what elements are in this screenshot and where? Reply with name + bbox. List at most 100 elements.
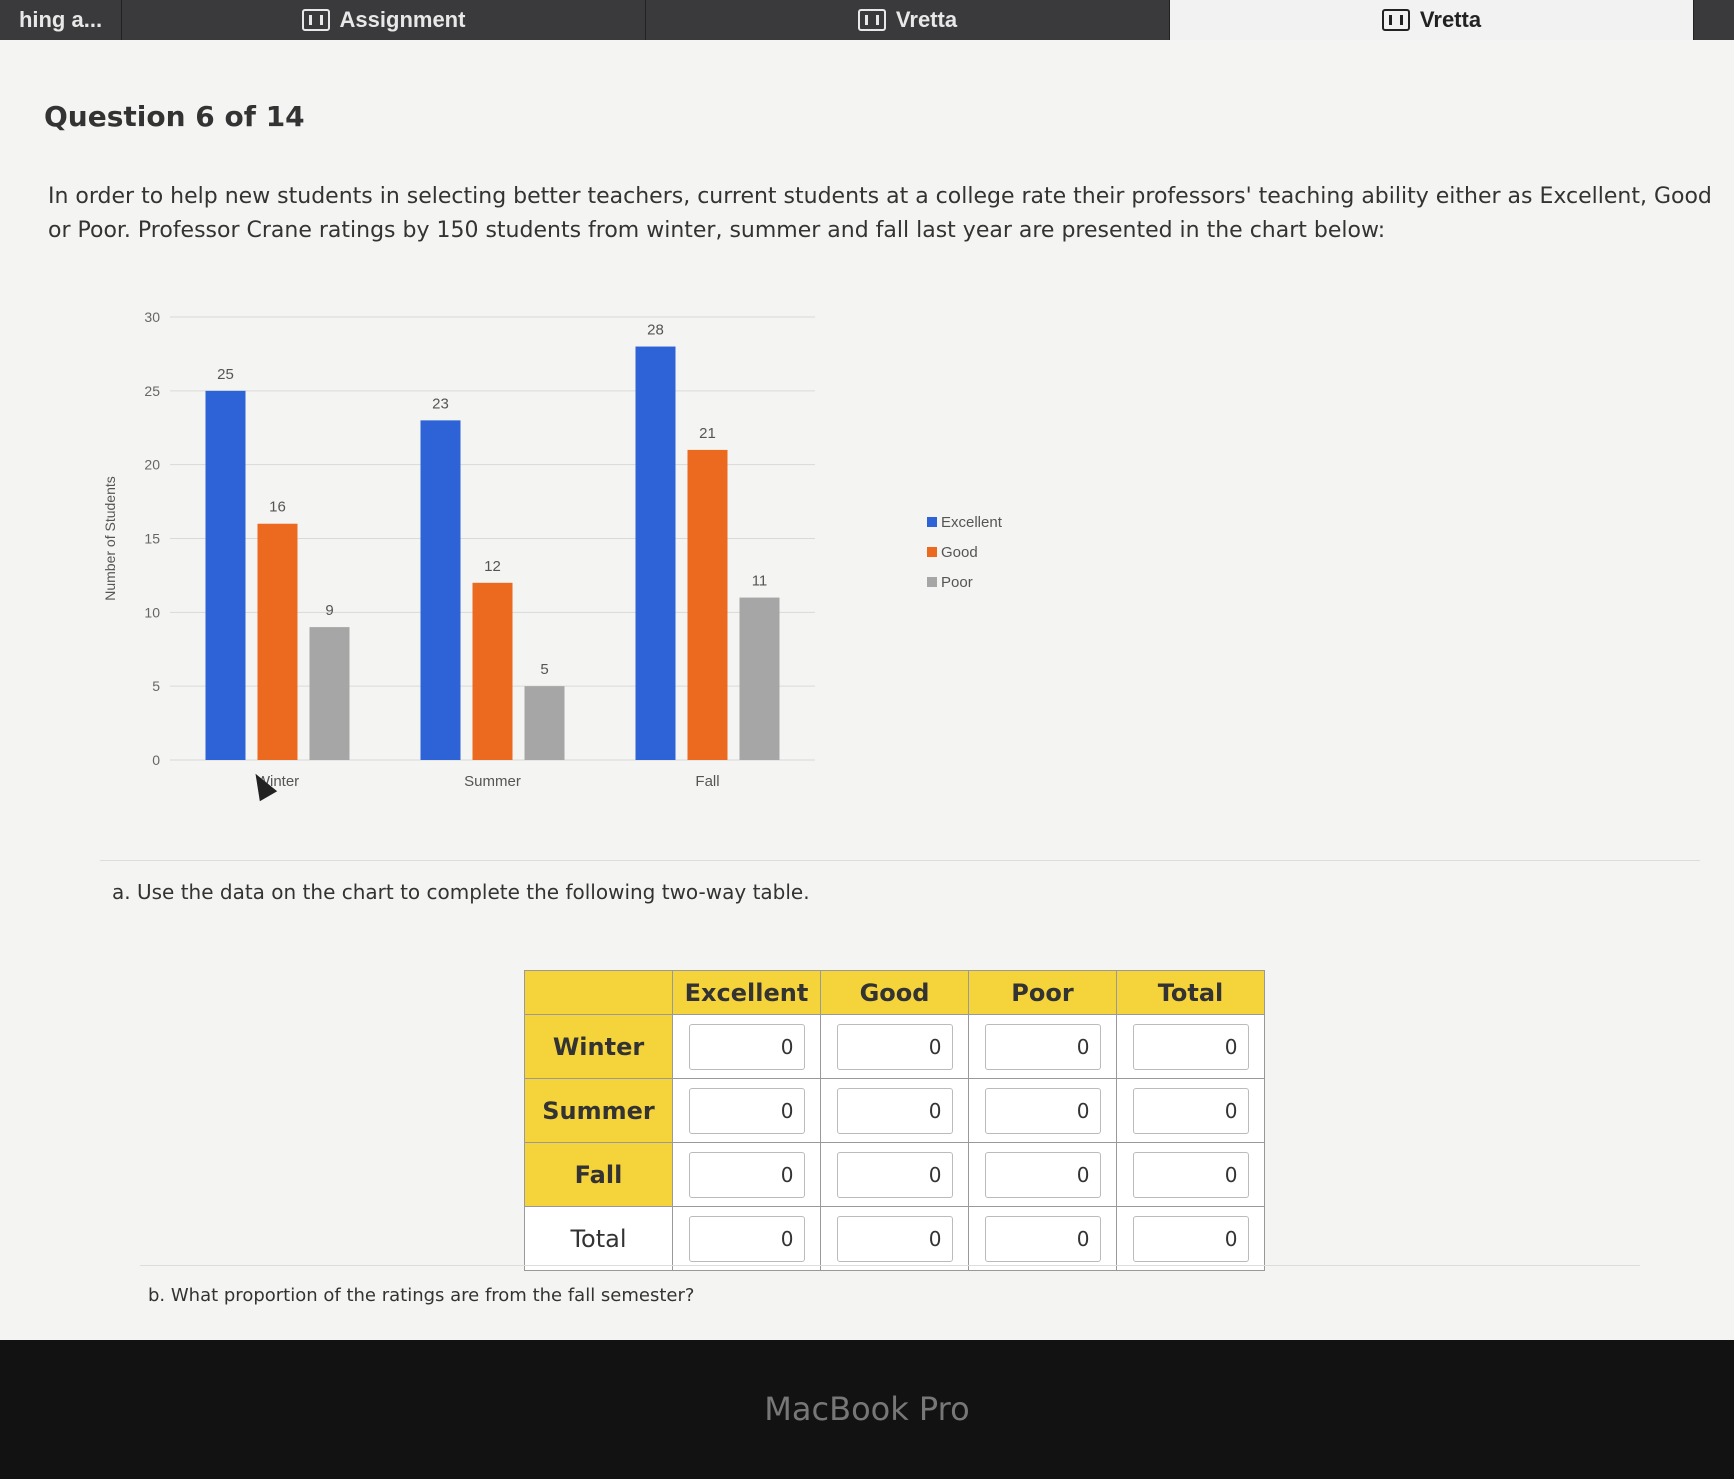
answer-input[interactable]: [984, 1151, 1101, 1198]
data-label: 28: [647, 322, 664, 339]
answer-input[interactable]: [688, 1215, 805, 1262]
browser-tab-1[interactable]: Assignment: [122, 0, 646, 40]
bar-good-winter: [257, 523, 298, 760]
answer-input[interactable]: [984, 1023, 1101, 1070]
section-divider: [100, 860, 1700, 861]
table-cell: [1116, 1078, 1265, 1143]
table-cell: [1116, 1206, 1265, 1271]
table-row: Total: [524, 1206, 1265, 1271]
tab-label: Vretta: [1419, 7, 1482, 32]
question-intro: In order to help new students in selecti…: [48, 184, 1712, 243]
y-axis-label: Number of Students: [102, 476, 118, 601]
answer-input[interactable]: [1132, 1087, 1249, 1134]
legend-label: Poor: [941, 574, 973, 591]
answer-input[interactable]: [688, 1023, 805, 1070]
data-label: 21: [699, 425, 716, 442]
table-cell: [820, 1142, 969, 1207]
answer-input[interactable]: [836, 1151, 953, 1198]
institution-icon: [1381, 9, 1410, 31]
bar-chart-svg: 0 5 10 15 20 25 30 Number of Students 25 16 9 Winte…: [102, 309, 1003, 790]
table-row: Fall: [524, 1142, 1265, 1207]
column-header: Excellent: [672, 970, 821, 1015]
table-row: Summer: [524, 1078, 1265, 1143]
table-cell: [968, 1142, 1117, 1207]
table-cell: [968, 1014, 1117, 1079]
assignment-page: Question 6 of 14 In order to help new st…: [0, 40, 1734, 1340]
y-tick-label: 25: [144, 383, 160, 399]
row-header: Winter: [524, 1014, 673, 1079]
browser-tab-3[interactable]: Vretta: [1170, 0, 1694, 40]
answer-input[interactable]: [688, 1151, 805, 1198]
data-label: 11: [752, 573, 768, 590]
bar-good-summer: [472, 582, 513, 760]
answer-input[interactable]: [984, 1087, 1101, 1134]
tab-label: Assignment: [339, 7, 466, 32]
legend-swatch: [927, 577, 937, 587]
data-label: 12: [484, 558, 501, 575]
table-cell: [1116, 1014, 1265, 1079]
column-header: Good: [820, 970, 969, 1015]
data-label: 23: [432, 395, 449, 412]
table-cell: [672, 1206, 821, 1271]
section-divider: [140, 1265, 1640, 1266]
bar-excellent-fall: [635, 346, 676, 760]
bar-poor-summer: [524, 686, 565, 760]
laptop-bezel: [0, 1340, 1734, 1479]
bar-good-fall: [687, 449, 728, 760]
data-label: 25: [217, 366, 234, 383]
table-corner: [524, 970, 673, 1015]
legend-label: Good: [941, 544, 978, 561]
answer-input[interactable]: [836, 1215, 953, 1262]
column-header: Total: [1116, 970, 1265, 1015]
answer-input[interactable]: [1132, 1215, 1249, 1262]
table-cell: [1116, 1142, 1265, 1207]
bar-excellent-summer: [420, 420, 461, 760]
bar-excellent-winter: [205, 390, 246, 760]
column-header: Poor: [968, 970, 1117, 1015]
browser-tab-bar: hing a... Assignment Vretta Vretta: [0, 0, 1734, 40]
table-cell: [968, 1206, 1117, 1271]
answer-input[interactable]: [1132, 1023, 1249, 1070]
data-label: 5: [540, 661, 548, 678]
table-row: Winter: [524, 1014, 1265, 1079]
answer-input[interactable]: [1132, 1151, 1249, 1198]
table-cell: [672, 1014, 821, 1079]
y-tick-label: 30: [144, 309, 160, 325]
bar-poor-winter: [309, 627, 350, 760]
data-label: 9: [325, 602, 333, 619]
question-title: Question 6 of 14: [44, 100, 305, 133]
answer-input[interactable]: [984, 1215, 1101, 1262]
legend-label: Excellent: [941, 514, 1003, 531]
table-cell: [672, 1142, 821, 1207]
table-cell: [672, 1078, 821, 1143]
institution-icon: [857, 9, 886, 31]
data-label: 16: [269, 499, 286, 516]
part-b-prompt: b. What proportion of the ratings are fr…: [148, 1285, 695, 1306]
row-header: Total: [524, 1206, 673, 1271]
part-a-prompt: a. Use the data on the chart to complete…: [112, 880, 810, 904]
bar-poor-fall: [739, 597, 780, 760]
row-header: Fall: [524, 1142, 673, 1207]
browser-tab-0[interactable]: hing a...: [0, 0, 122, 40]
institution-icon: [301, 9, 330, 31]
bezel-label: MacBook Pro: [764, 1390, 970, 1428]
answer-input[interactable]: [836, 1023, 953, 1070]
table-cell: [820, 1206, 969, 1271]
table-cell: [820, 1078, 969, 1143]
x-tick-label: Summer: [464, 773, 521, 790]
two-way-table: ExcellentGoodPoorTotalWinterSummerFallTo…: [524, 970, 1265, 1271]
table-cell: [968, 1078, 1117, 1143]
tab-label: Vretta: [895, 7, 958, 32]
answer-input[interactable]: [836, 1087, 953, 1134]
row-header: Summer: [524, 1078, 673, 1143]
ratings-chart: 0 5 10 15 20 25 30 Number of Students 25 16 9 Winte…: [95, 305, 1025, 865]
y-tick-label: 15: [144, 531, 160, 547]
y-tick-label: 20: [144, 457, 160, 473]
answer-input[interactable]: [688, 1087, 805, 1134]
y-tick-label: 0: [152, 752, 160, 768]
x-tick-label: Winter: [256, 773, 299, 790]
browser-tab-2[interactable]: Vretta: [646, 0, 1170, 40]
legend-swatch: [927, 517, 937, 527]
legend-swatch: [927, 547, 937, 557]
tab-label: hing a...: [18, 7, 103, 32]
